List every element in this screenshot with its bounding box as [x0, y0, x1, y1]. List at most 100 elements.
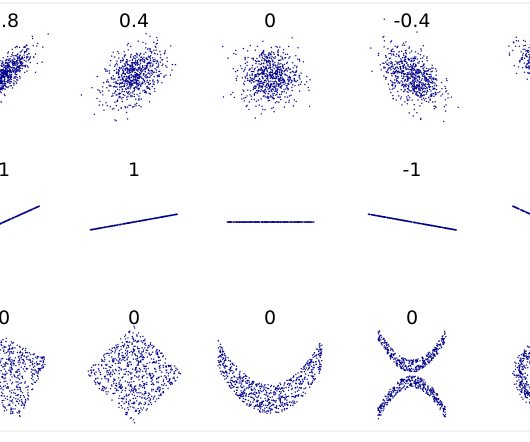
data-point [435, 78, 437, 81]
data-point [405, 41, 407, 43]
data-point [236, 75, 238, 77]
data-point [298, 74, 300, 77]
data-point [29, 359, 31, 362]
data-point [420, 65, 422, 68]
data-point [255, 62, 257, 65]
data-point [254, 85, 256, 88]
data-point [124, 76, 126, 78]
data-point [264, 93, 267, 95]
data-point [397, 63, 399, 65]
data-point [267, 53, 270, 55]
data-point [400, 75, 403, 77]
data-point [144, 219, 147, 221]
data-point [119, 68, 121, 70]
data-point [125, 61, 127, 63]
data-point [129, 82, 131, 84]
data-point [434, 68, 437, 70]
data-point [12, 68, 14, 71]
data-point [396, 72, 398, 74]
data-point [396, 66, 398, 68]
data-point [389, 67, 391, 69]
data-point [97, 89, 99, 91]
data-point [130, 92, 132, 94]
data-point [127, 60, 129, 62]
data-point [35, 206, 37, 209]
data-point [241, 98, 243, 100]
data-point [267, 93, 270, 95]
data-point [267, 88, 269, 90]
data-point [106, 104, 109, 107]
data-point [244, 76, 246, 78]
data-point [1, 62, 3, 64]
data-point [284, 82, 287, 84]
data-point [1, 65, 4, 68]
data-point [129, 68, 131, 70]
data-point [124, 63, 126, 65]
data-point [255, 91, 257, 94]
data-point [251, 64, 254, 67]
data-point [19, 396, 21, 398]
data-point [239, 65, 242, 67]
data-point [241, 77, 243, 79]
data-point [520, 209, 522, 211]
data-point [267, 78, 269, 80]
data-point [147, 72, 149, 74]
data-point [413, 104, 415, 106]
data-point [30, 209, 32, 211]
data-point [11, 48, 13, 50]
data-point [274, 89, 276, 91]
data-point [112, 86, 115, 88]
data-point [296, 79, 299, 82]
data-point [426, 80, 428, 82]
data-point [281, 56, 283, 59]
data-point [247, 50, 249, 52]
data-point [14, 63, 16, 65]
data-point [153, 88, 156, 90]
data-point [15, 60, 18, 62]
correlation-label: 0 [264, 10, 276, 32]
data-point [101, 86, 104, 88]
data-point [2, 68, 5, 70]
data-point [265, 73, 267, 75]
data-point [260, 113, 263, 115]
data-point [241, 67, 243, 70]
data-point [24, 46, 26, 48]
data-point [138, 95, 140, 97]
data-point [152, 59, 155, 61]
data-point [271, 93, 274, 95]
data-point [0, 73, 2, 76]
data-point [446, 90, 448, 92]
data-point [160, 54, 162, 56]
data-point [7, 58, 9, 60]
data-point [105, 70, 107, 72]
data-point [118, 70, 121, 72]
data-point [258, 73, 261, 76]
data-point [265, 66, 267, 68]
data-point [395, 55, 397, 58]
data-point [109, 64, 111, 67]
data-point [150, 72, 152, 74]
data-point [3, 410, 6, 412]
data-point [234, 70, 237, 73]
data-point [251, 67, 253, 69]
data-point [309, 79, 311, 81]
data-point [409, 52, 411, 54]
data-point [130, 104, 132, 107]
data-point [421, 78, 423, 80]
data-point [527, 212, 530, 214]
data-point [252, 88, 254, 91]
data-point [165, 74, 167, 77]
data-point [278, 96, 280, 99]
data-point [420, 87, 423, 89]
data-point [108, 70, 111, 72]
data-point [443, 106, 446, 108]
data-point [156, 53, 159, 55]
data-point [405, 53, 407, 55]
data-point [148, 76, 150, 79]
data-point [270, 84, 272, 87]
data-point [523, 71, 526, 73]
data-point [13, 77, 15, 79]
data-point [141, 77, 143, 80]
data-point [298, 60, 301, 62]
data-point [257, 75, 259, 78]
